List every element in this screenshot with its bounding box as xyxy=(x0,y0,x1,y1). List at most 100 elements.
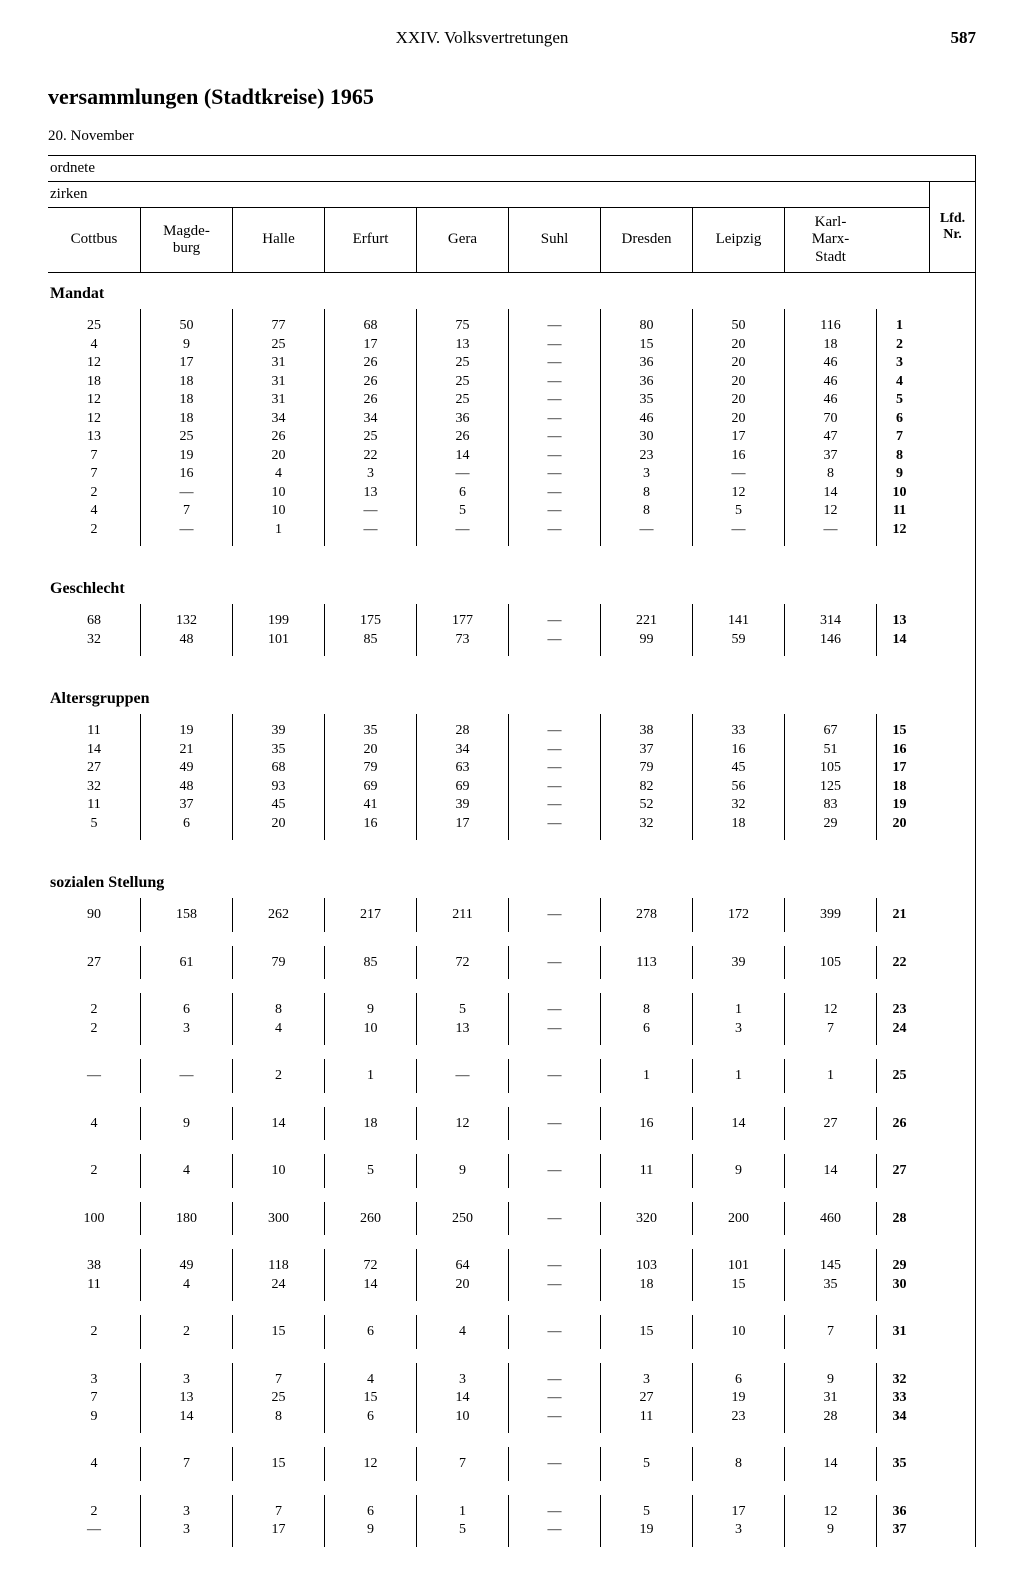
data-value: 11 xyxy=(87,796,100,814)
data-column: 158 xyxy=(140,898,232,932)
data-value: 14 xyxy=(456,1389,470,1407)
data-value: 10 xyxy=(272,1162,286,1180)
data-value: 20 xyxy=(272,815,286,833)
data-value: 69 xyxy=(456,778,470,796)
data-value: — xyxy=(548,1323,562,1341)
data-value: — xyxy=(456,1067,470,1085)
lfd-number: 21 xyxy=(893,906,907,924)
data-value: 11 xyxy=(87,1276,100,1294)
data-value: — xyxy=(548,759,562,777)
data-column: 11824 xyxy=(232,1249,324,1301)
data-value: 7 xyxy=(91,1389,98,1407)
data-value: 6 xyxy=(643,1020,650,1038)
lfd-column: 28 xyxy=(876,1202,922,1236)
data-column: 14 xyxy=(784,1447,876,1481)
data-value: 15 xyxy=(640,336,654,354)
data-value: 24 xyxy=(272,1276,286,1294)
data-column: 12 xyxy=(324,1447,416,1481)
data-value: 72 xyxy=(456,954,470,972)
data-column: 15 xyxy=(600,1315,692,1349)
lfd-number: 37 xyxy=(893,1521,907,1539)
data-value: — xyxy=(456,521,470,539)
data-column: 2 xyxy=(48,1154,140,1188)
data-value: 6 xyxy=(183,1001,190,1019)
data-row-group: 379313147258415631410———3271161923931283… xyxy=(48,1363,975,1434)
data-value: 34 xyxy=(272,410,286,428)
data-value: — xyxy=(548,391,562,409)
data-column: 211 xyxy=(416,898,508,932)
data-value: 2 xyxy=(91,1001,98,1019)
data-value: 32 xyxy=(732,796,746,814)
data-column: 1 xyxy=(324,1059,416,1093)
data-value: 18 xyxy=(364,1115,378,1133)
data-value: — xyxy=(548,502,562,520)
data-value: — xyxy=(548,1503,562,1521)
data-value: 50 xyxy=(180,317,194,335)
data-column: —— xyxy=(508,1495,600,1547)
lfd-number: 1 xyxy=(896,317,903,335)
data-value: 6 xyxy=(367,1323,374,1341)
data-column: 910 xyxy=(324,993,416,1045)
data-value: 25 xyxy=(272,336,286,354)
data-value: 70 xyxy=(824,410,838,428)
data-value: 14 xyxy=(456,447,470,465)
data-value: 5 xyxy=(367,1162,374,1180)
data-value: 211 xyxy=(452,906,472,924)
data-column: 300 xyxy=(232,1202,324,1236)
data-value: 3 xyxy=(643,1371,650,1389)
data-value: 17 xyxy=(180,354,194,372)
data-value: 172 xyxy=(728,906,749,924)
data-value: 2 xyxy=(91,1020,98,1038)
data-column: — xyxy=(48,1059,140,1093)
data-value: 52 xyxy=(640,796,654,814)
data-value: 39 xyxy=(272,722,286,740)
lfd-number: 2 xyxy=(896,336,903,354)
data-column: 12 xyxy=(416,1107,508,1141)
data-value: — xyxy=(548,373,562,391)
lfd-column: 2930 xyxy=(876,1249,922,1301)
data-value: — xyxy=(732,465,746,483)
data-column: 331645563218 xyxy=(692,714,784,840)
data-value: 19 xyxy=(180,447,194,465)
data-column: 250 xyxy=(416,1202,508,1236)
data-value: 26 xyxy=(364,391,378,409)
data-value: 262 xyxy=(268,906,289,924)
lfd-number: 8 xyxy=(896,447,903,465)
data-column: 14535 xyxy=(784,1249,876,1301)
data-value: 34 xyxy=(364,410,378,428)
data-value: 7 xyxy=(275,1371,282,1389)
section-mandat: Mandat 254121812121377242509171818182519… xyxy=(48,275,975,546)
data-column: 14 xyxy=(784,1154,876,1188)
data-value: — xyxy=(548,1521,562,1539)
data-column: —————— xyxy=(508,714,600,840)
data-value: 3 xyxy=(183,1503,190,1521)
data-column: 7 xyxy=(416,1447,508,1481)
data-value: 1 xyxy=(643,1067,650,1085)
data-value: 39 xyxy=(456,796,470,814)
data-column: 22 xyxy=(48,993,140,1045)
data-value: 9 xyxy=(367,1521,374,1539)
data-value: 13 xyxy=(456,336,470,354)
data-column: 379 xyxy=(48,1363,140,1434)
data-value: — xyxy=(364,502,378,520)
data-column: 180 xyxy=(140,1202,232,1236)
data-value: — xyxy=(548,1371,562,1389)
data-value: 1 xyxy=(735,1067,742,1085)
data-column: 7214 xyxy=(324,1249,416,1301)
section-alter: Altersgruppen 11142732115192149483763935… xyxy=(48,680,975,840)
data-value: 4 xyxy=(183,1276,190,1294)
data-value: 116 xyxy=(820,317,840,335)
data-value: 48 xyxy=(180,631,194,649)
data-column: 4 xyxy=(140,1154,232,1188)
running-head: XXIV. Volksvertretungen 587 xyxy=(48,28,976,48)
data-value: 32 xyxy=(87,778,101,796)
data-value: 18 xyxy=(180,373,194,391)
data-value: 4 xyxy=(91,336,98,354)
data-value: — xyxy=(87,1067,101,1085)
data-value: 5 xyxy=(459,1521,466,1539)
data-value: 61 xyxy=(180,954,194,972)
data-value: 1 xyxy=(735,1001,742,1019)
data-value: 10 xyxy=(272,502,286,520)
data-value: 113 xyxy=(636,954,656,972)
data-value: 12 xyxy=(732,484,746,502)
